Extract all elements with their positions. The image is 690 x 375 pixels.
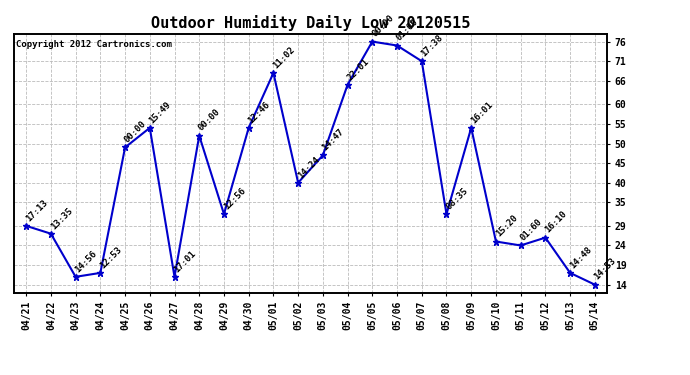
Text: 13:35: 13:35 <box>49 206 74 231</box>
Text: 00:00: 00:00 <box>123 119 148 145</box>
Text: 12:56: 12:56 <box>221 186 247 211</box>
Text: 14:56: 14:56 <box>73 249 99 274</box>
Text: 15:49: 15:49 <box>148 100 173 125</box>
Text: 14:47: 14:47 <box>321 127 346 153</box>
Text: 12:53: 12:53 <box>98 245 124 270</box>
Title: Outdoor Humidity Daily Low 20120515: Outdoor Humidity Daily Low 20120515 <box>151 15 470 31</box>
Text: 01:00: 01:00 <box>395 17 420 43</box>
Text: 14:53: 14:53 <box>593 256 618 282</box>
Text: 11:02: 11:02 <box>271 45 297 70</box>
Text: 17:38: 17:38 <box>420 33 445 58</box>
Text: 14:48: 14:48 <box>568 245 593 270</box>
Text: 00:00: 00:00 <box>197 108 222 133</box>
Text: 01:60: 01:60 <box>518 217 544 243</box>
Text: Copyright 2012 Cartronics.com: Copyright 2012 Cartronics.com <box>16 40 171 49</box>
Text: 17:01: 17:01 <box>172 249 197 274</box>
Text: 17:13: 17:13 <box>24 198 49 223</box>
Text: 14:24: 14:24 <box>296 154 322 180</box>
Text: 16:01: 16:01 <box>469 100 494 125</box>
Text: 12:46: 12:46 <box>246 100 272 125</box>
Text: 00:00: 00:00 <box>370 13 395 39</box>
Text: 22:01: 22:01 <box>346 57 371 82</box>
Text: 08:35: 08:35 <box>444 186 470 211</box>
Text: 15:20: 15:20 <box>494 213 519 239</box>
Text: 16:10: 16:10 <box>543 210 569 235</box>
